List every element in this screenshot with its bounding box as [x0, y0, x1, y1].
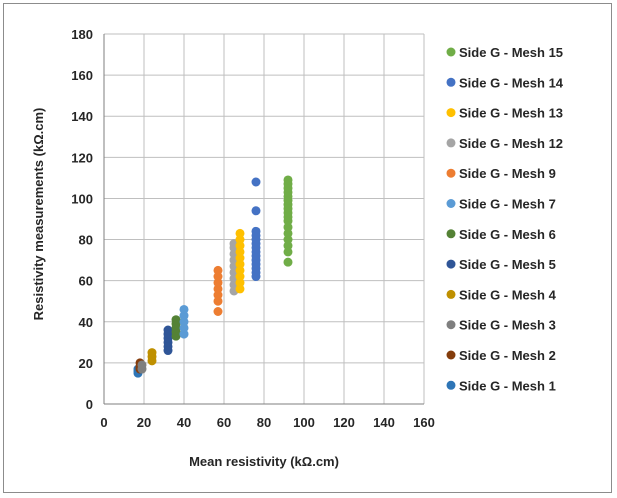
- x-axis-title: Mean resistivity (kΩ.cm): [189, 454, 339, 469]
- data-point: [235, 253, 245, 263]
- data-point: [213, 290, 223, 300]
- data-point: [235, 265, 245, 275]
- legend-marker: [446, 138, 456, 148]
- legend-entry-label: Side G - Mesh 4: [459, 287, 557, 302]
- legend-marker: [446, 380, 456, 390]
- legend-marker: [446, 47, 456, 57]
- data-point: [213, 307, 223, 316]
- data-point: [235, 259, 245, 269]
- data-point: [235, 247, 245, 257]
- data-point: [283, 175, 293, 185]
- x-tick-label: 140: [373, 415, 395, 430]
- legend-entry-label: Side G - Mesh 5: [459, 257, 556, 272]
- x-tick-label: 80: [257, 415, 271, 430]
- y-tick-label: 100: [71, 191, 93, 206]
- data-point: [213, 278, 223, 288]
- y-tick-labels: 0 20 40 60 80 100 120 140 160 180: [71, 27, 93, 412]
- data-point: [137, 360, 147, 370]
- x-tick-label: 120: [333, 415, 355, 430]
- legend-marker: [446, 108, 456, 118]
- data-point: [235, 241, 245, 251]
- x-tick-label: 20: [137, 415, 151, 430]
- x-tick-labels: 0 20 40 60 80 100 120 140 160: [100, 415, 434, 430]
- x-tick-label: 100: [293, 415, 315, 430]
- data-point: [283, 235, 293, 245]
- legend-entry-label: Side G - Mesh 13: [459, 106, 563, 121]
- legend: Side G - Mesh 15 Side G - Mesh 14 Side G -…: [446, 45, 564, 393]
- data-point: [235, 284, 245, 294]
- legend-marker: [446, 229, 456, 239]
- y-tick-label: 140: [71, 109, 93, 124]
- data-point: [179, 311, 189, 321]
- legend-entry-label: Side G - Mesh 1: [459, 378, 556, 393]
- data-point: [147, 348, 157, 358]
- x-tick-label: 0: [100, 415, 107, 430]
- data-point: [179, 323, 189, 333]
- data-point: [283, 222, 293, 232]
- legend-marker: [446, 350, 456, 360]
- data-points: [133, 175, 293, 378]
- y-tick-label: 180: [71, 27, 93, 42]
- data-point: [251, 177, 261, 187]
- y-tick-label: 0: [86, 397, 93, 412]
- x-tick-label: 40: [177, 415, 191, 430]
- data-point: [283, 228, 293, 238]
- data-point: [235, 278, 245, 288]
- legend-entry-label: Side G - Mesh 15: [459, 45, 563, 60]
- data-point: [179, 329, 189, 339]
- legend-entry-label: Side G - Mesh 6: [459, 227, 556, 242]
- data-point: [213, 265, 223, 275]
- legend-entry-label: Side G - Mesh 7: [459, 197, 556, 212]
- legend-entry-label: Side G - Mesh 2: [459, 348, 556, 363]
- legend-marker: [446, 289, 456, 299]
- legend-entry-label: Side G - Mesh 14: [459, 75, 564, 90]
- data-point: [283, 257, 293, 267]
- data-point: [251, 206, 261, 216]
- data-point: [251, 226, 261, 236]
- legend-entry-label: Side G - Mesh 3: [459, 318, 556, 333]
- y-tick-label: 80: [79, 233, 93, 248]
- y-tick-label: 40: [79, 315, 93, 330]
- legend-marker: [446, 320, 456, 330]
- data-point: [235, 235, 245, 245]
- legend-marker: [446, 259, 456, 269]
- x-tick-label: 60: [217, 415, 231, 430]
- y-tick-label: 120: [71, 150, 93, 165]
- data-point: [283, 247, 293, 257]
- data-point: [283, 241, 293, 251]
- data-point: [179, 304, 189, 314]
- data-point: [213, 296, 223, 306]
- y-tick-label: 20: [79, 356, 93, 371]
- data-point: [235, 272, 245, 282]
- legend-entry-label: Side G - Mesh 9: [459, 166, 556, 181]
- data-point: [171, 315, 181, 325]
- legend-marker: [446, 77, 456, 87]
- x-tick-label: 160: [413, 415, 435, 430]
- legend-entry-label: Side G - Mesh 12: [459, 136, 563, 151]
- data-point: [163, 325, 173, 335]
- legend-marker: [446, 168, 456, 178]
- y-axis-title: Resistivity measurements (kΩ.cm): [31, 108, 46, 321]
- y-tick-label: 160: [71, 68, 93, 83]
- data-point: [213, 272, 223, 282]
- legend-marker: [446, 199, 456, 208]
- data-point: [235, 228, 245, 238]
- grid-lines: [103, 33, 425, 405]
- y-tick-label: 60: [79, 274, 93, 289]
- data-point: [179, 317, 189, 327]
- data-point: [213, 284, 223, 294]
